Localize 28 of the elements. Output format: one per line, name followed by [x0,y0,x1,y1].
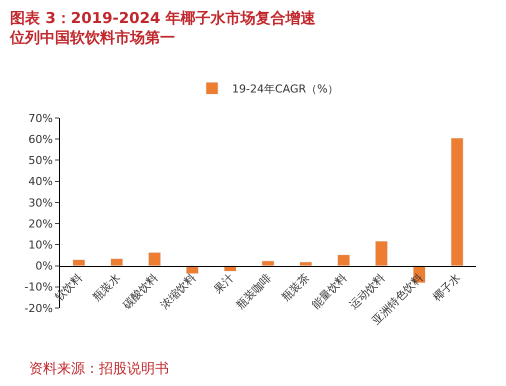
x-tick-label: 椰子水 [430,271,464,304]
y-tick-label: 40% [28,175,53,188]
bar [375,240,388,266]
bar [300,262,312,266]
y-tick-label: -20% [24,302,53,315]
y-tick-label: 60% [28,132,53,146]
y-tick-label: 50% [28,154,53,168]
bar [337,254,350,266]
chart-title: 图表 3：2019-2024 年椰子水市场复合增速位列中国软饮料市场第一 [9,9,317,47]
y-tick-label: 10% [28,238,53,252]
x-tick-label: 浓缩饮料 [158,271,198,312]
y-tick-label: 20% [28,217,53,230]
text: 资料来源：招股说明书 [29,361,169,377]
bar [262,260,274,266]
y-tick-label: -10% [24,280,53,294]
x-tick-label: 瓶装咖啡 [234,271,274,312]
legend-label: 19-24年CAGR（%） [232,82,339,96]
bar [110,258,124,266]
y-tick-label: 70% [28,112,53,125]
x-tick-label: 瓶装茶 [279,271,312,304]
y-tick-label: 30% [28,196,53,210]
x-tick-label: 软饮料 [52,271,85,304]
bar [148,252,161,266]
x-tick-label: 果汁 [211,271,236,296]
bar [450,138,464,266]
y-tick-label: 0% [35,260,53,273]
x-tick-label: 能量饮料 [309,271,350,312]
bar [72,259,86,266]
